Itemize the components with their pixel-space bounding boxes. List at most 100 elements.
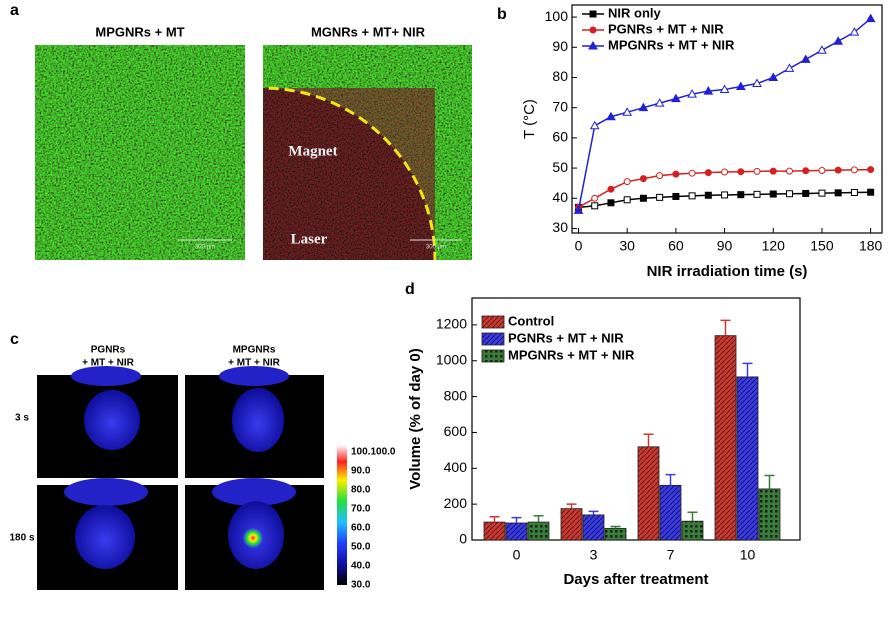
marker [768,72,779,81]
marker [703,86,714,95]
bar [681,520,704,541]
marker [656,172,664,180]
y-tick-label: 1000 [436,351,467,367]
error-bar [588,510,599,515]
legend-label: PGNRs + MT + NIR [508,330,624,345]
marker [721,168,729,176]
colorbar-label: 50.0 [351,542,371,553]
marker [850,189,858,197]
marker [737,191,745,199]
marker [753,190,761,198]
marker [802,167,810,175]
marker [865,13,876,23]
x-tick-label: 0 [575,238,583,254]
bar [582,514,605,541]
column-title: + MT + NIR [82,358,134,369]
colorbar-label: 90.0 [351,466,371,477]
row-label: 3 s [15,413,29,424]
y-tick-label: 0 [459,531,467,547]
legend-label: PGNRs + MT + NIR [608,21,724,36]
marker [638,102,649,112]
y-tick-label: 40 [552,189,568,205]
scale-bar-label: 300 µm [426,245,446,251]
colorbar-label: 70.0 [351,504,371,515]
y-tick-label: 100 [545,8,569,24]
bar [505,522,528,541]
y-tick-label: 70 [552,98,568,114]
error-bar [610,525,621,529]
marker [639,175,647,183]
y-axis-label: T (°C) [521,99,538,139]
image-title: MPGNRs + MT [95,24,184,39]
legend-label: MPGNRs + MT + NIR [508,347,635,362]
error-bar [764,474,775,489]
x-tick-label: 150 [810,238,834,254]
error-bar [720,319,731,336]
marker [622,107,633,116]
bar [714,335,737,541]
marker [672,192,680,200]
error-bar [533,515,544,523]
marker [688,192,696,200]
error-bar [665,473,676,486]
marker [591,202,599,210]
legend-marker [589,10,597,18]
marker [737,168,745,176]
legend-label: Control [508,313,554,328]
mouse [84,390,140,450]
marker [834,189,842,197]
x-tick-label: 3 [590,547,598,563]
marker [769,190,777,198]
marker [785,190,793,198]
y-tick-label: 50 [552,159,568,175]
plot-frame [571,4,883,234]
marker [784,63,795,72]
y-tick-label: 400 [444,459,468,475]
y-tick-label: 90 [552,38,568,54]
bar [483,521,506,541]
annotation: Laser [291,231,328,247]
error-bar [742,362,753,377]
marker [867,188,875,196]
bar [527,521,550,541]
error-bar [566,503,577,509]
annotation: Magnet [288,143,337,159]
x-axis-label: NIR irradiation time (s) [647,263,808,280]
marker [850,166,858,174]
legend-swatch [481,315,505,329]
x-tick-label: 90 [717,238,733,254]
y-tick-label: 800 [444,387,468,403]
y-tick-label: 1200 [436,316,467,332]
marker [752,78,762,88]
y-tick-label: 30 [552,219,568,235]
x-tick-label: 60 [668,238,684,254]
bar [736,376,759,541]
bar [659,484,682,541]
marker [607,199,615,207]
legend-label: MPGNRs + MT + NIR [608,37,735,52]
legend-marker [588,40,598,50]
column-title: PGNRs [91,345,126,356]
marker [573,205,584,214]
colorbar-label: 80.0 [351,485,371,496]
panel-label: c [10,331,19,348]
y-tick-label: 60 [552,129,568,145]
bar [637,446,660,541]
marker [833,36,844,45]
error-bar [687,511,698,522]
legend-swatch [481,349,505,363]
marker [867,166,875,174]
colorbar [337,445,347,585]
panel-label: d [405,281,415,298]
colorbar-label: 30.0 [351,580,371,591]
bar [758,488,781,541]
marker [704,191,712,199]
marker [672,170,680,178]
heat-blob [212,478,296,506]
row-label: 180 s [9,533,34,544]
marker [671,93,681,103]
marker [623,196,631,204]
marker [639,194,647,202]
magnet-region-texture [263,88,435,260]
